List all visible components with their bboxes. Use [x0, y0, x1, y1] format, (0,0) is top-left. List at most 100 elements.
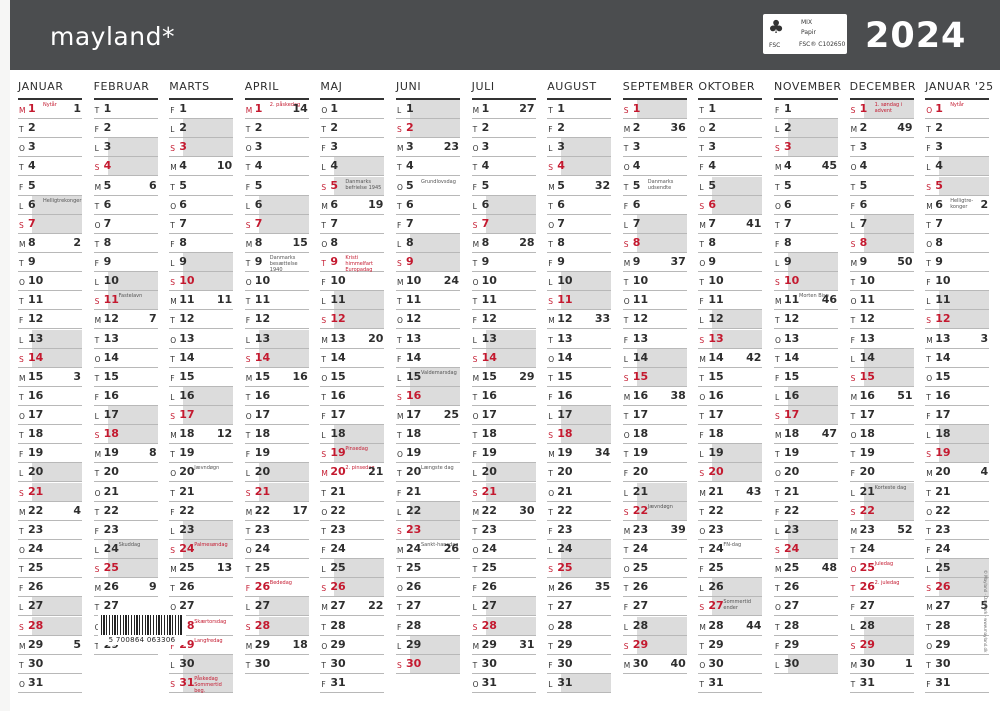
day-cell: S 21 — [471, 482, 536, 502]
weekday-letter: O — [170, 201, 177, 211]
weekday-letter: S — [19, 488, 24, 498]
day-cell: T 21 — [320, 483, 385, 502]
day-cell: O 20 Jævndøgn — [169, 463, 234, 483]
day-number: 27 — [330, 599, 346, 613]
holiday-note: Danmarks udsendte — [647, 178, 674, 191]
day-number: 21 — [481, 484, 497, 498]
day-cell: L 25 — [320, 559, 385, 579]
weekday-letter: T — [94, 201, 100, 211]
month-rule — [396, 98, 460, 100]
day-cell: S 16 — [396, 386, 460, 406]
day-number: 17 — [330, 408, 346, 422]
week-number: 19 — [368, 197, 384, 211]
day-cell: S 19 Pinsedag — [320, 444, 385, 464]
day-cell: S 19 — [925, 444, 990, 464]
weekday-letter: L — [699, 316, 704, 326]
weekday-letter: S — [548, 163, 553, 173]
weekday-letter: T — [775, 316, 780, 326]
weekday-letter: T — [245, 297, 251, 307]
day-number: 24 — [103, 541, 119, 555]
weekday-letter: L — [245, 201, 250, 211]
day-number: 4 — [330, 159, 339, 173]
week-number: 40 — [670, 656, 686, 670]
weekday-letter: T — [623, 545, 629, 555]
weekday-letter: O — [245, 278, 252, 288]
day-number: 27 — [406, 599, 422, 613]
day-number: 5 — [632, 178, 641, 192]
weekday-letter: T — [623, 412, 629, 422]
day-cell: T 14 — [925, 349, 990, 368]
day-cell: T 18 — [396, 425, 460, 445]
day-number: 11 — [179, 293, 195, 307]
month-name: JANUAR — [18, 80, 64, 93]
day-number: 11 — [632, 293, 649, 307]
day-number: 2 — [406, 121, 414, 135]
weekday-letter: L — [548, 412, 553, 422]
day-number: 13 — [406, 331, 422, 345]
day-cell: T 29 — [547, 636, 612, 655]
weekday-letter: S — [926, 450, 931, 460]
weekday-letter: T — [472, 163, 478, 173]
day-number: 3 — [632, 140, 641, 154]
day-cell: T 18 — [18, 425, 82, 445]
weekday-letter: O — [623, 431, 630, 441]
day-number: 10 — [708, 274, 724, 288]
weekday-letter: L — [775, 125, 780, 135]
day-number: 11 — [254, 293, 271, 307]
day-cell: T 10 — [698, 272, 763, 292]
day-cell: O 29 — [320, 636, 385, 655]
day-cell: M 2 49 — [849, 119, 914, 139]
week-number: 11 — [216, 293, 233, 307]
day-number: 9 — [557, 255, 565, 269]
weekday-letter: T — [850, 679, 856, 689]
day-number: 29 — [557, 637, 573, 651]
day-number: 22 — [557, 503, 573, 517]
day-number: 6 — [330, 197, 339, 211]
day-cell: L 24 Skuddag — [93, 539, 158, 559]
holiday-note: 2. pinsedag — [345, 465, 375, 472]
weekday-letter: F — [397, 220, 402, 230]
weekday-letter: S — [850, 373, 856, 383]
week-number: 32 — [594, 178, 611, 192]
day-number: 5 — [254, 178, 263, 192]
day-cell: O 17 — [18, 406, 82, 426]
day-cell: S 18 — [547, 425, 612, 445]
day-cell: M 20 2. pinsedag 21 — [320, 463, 385, 483]
weekday-letter: M — [775, 163, 782, 173]
weekday-letter: S — [623, 106, 629, 115]
weekday-letter: S — [472, 354, 478, 364]
weekday-letter: F — [548, 259, 553, 269]
weekday-letter: F — [19, 316, 24, 326]
day-number: 17 — [481, 408, 497, 422]
day-cell: T 14 — [320, 349, 385, 368]
day-cell: M 4 10 — [169, 157, 234, 177]
weekday-letter: O — [623, 297, 630, 307]
day-cell: M 18 12 — [169, 425, 234, 445]
day-number: 20 — [557, 465, 573, 479]
day-number: 3 — [859, 140, 868, 154]
weekday-letter: L — [699, 450, 704, 460]
day-cell: L 11 — [925, 291, 990, 311]
weekday-letter: L — [472, 335, 477, 345]
holiday-note: Skærtorsdag — [194, 618, 227, 625]
weekday-letter: O — [850, 431, 857, 441]
weekday-letter: F — [775, 507, 780, 517]
weekday-letter: S — [94, 565, 100, 575]
day-cell: L 18 — [320, 425, 385, 445]
day-number: 4 — [935, 159, 943, 173]
day-number: 13 — [481, 331, 497, 345]
day-cell: S 23 — [396, 520, 460, 540]
day-number: 10 — [406, 274, 422, 288]
month-rule — [925, 98, 990, 100]
weekday-letter: F — [548, 526, 553, 536]
day-number: 19 — [859, 446, 875, 460]
day-cell: M 8 15 — [244, 234, 309, 253]
weekday-letter: L — [321, 163, 326, 173]
weekday-letter: T — [775, 354, 780, 364]
